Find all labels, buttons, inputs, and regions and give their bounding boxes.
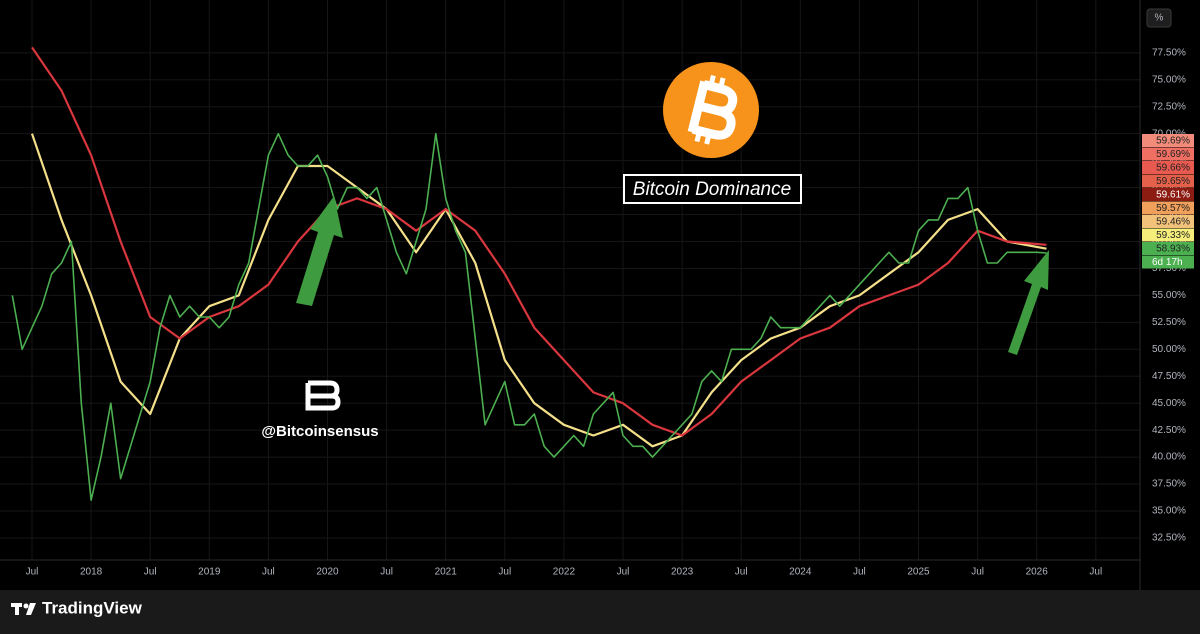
price-label: 59.65% bbox=[1156, 176, 1190, 187]
y-tick-label: 72.50% bbox=[1152, 101, 1186, 112]
y-tick-label: 67.50% bbox=[1152, 155, 1186, 166]
price-label-box bbox=[1142, 215, 1194, 228]
y-tick-label: 45.00% bbox=[1152, 398, 1186, 409]
price-label: 59.69% bbox=[1156, 136, 1190, 147]
scale-button[interactable] bbox=[1146, 8, 1172, 28]
price-label-box bbox=[1142, 201, 1194, 215]
scale-button-label[interactable]: % bbox=[1155, 13, 1164, 24]
y-tick-label: 57.50% bbox=[1152, 263, 1186, 274]
grid bbox=[0, 0, 1140, 560]
y-tick-label: 62.50% bbox=[1152, 209, 1186, 220]
countdown: 6d 17h bbox=[1152, 257, 1183, 268]
title-box bbox=[623, 174, 802, 204]
x-tick-label: Jul bbox=[144, 567, 157, 578]
price-label-box bbox=[1142, 134, 1194, 147]
x-tick-label: Jul bbox=[26, 567, 39, 578]
y-tick-label: 77.50% bbox=[1152, 47, 1186, 58]
brand: TradingView bbox=[42, 598, 143, 617]
y-tick-label: 47.50% bbox=[1152, 371, 1186, 382]
x-tick-label: Jul bbox=[853, 567, 866, 578]
y-tick-label: 55.00% bbox=[1152, 290, 1186, 301]
x-tick-label: 2025 bbox=[907, 567, 930, 578]
price-line bbox=[11, 132, 1047, 501]
price-label-box bbox=[1142, 188, 1194, 201]
x-tick-label: 2021 bbox=[435, 567, 458, 578]
price-label: 59.46% bbox=[1156, 217, 1190, 228]
price-label-box bbox=[1142, 242, 1194, 255]
y-tick-label: 37.50% bbox=[1152, 479, 1186, 490]
y-tick-label: 50.00% bbox=[1152, 344, 1186, 355]
ribbon-line bbox=[31, 46, 1047, 437]
y-tick-label: 35.00% bbox=[1152, 506, 1186, 517]
x-tick-label: 2020 bbox=[316, 567, 339, 578]
y-tick-label: 75.00% bbox=[1152, 74, 1186, 85]
price-label: 59.33% bbox=[1156, 230, 1190, 241]
watermark-logo bbox=[305, 380, 341, 411]
y-tick-label: 42.50% bbox=[1152, 425, 1186, 436]
chart-title: Bitcoin Dominance bbox=[633, 179, 791, 200]
price-label-box bbox=[1142, 228, 1194, 242]
price-label-box bbox=[1142, 161, 1194, 174]
x-tick-label: Jul bbox=[617, 567, 630, 578]
annotation-arrows bbox=[296, 196, 1049, 355]
price-label: 59.66% bbox=[1156, 163, 1190, 174]
price-label-box bbox=[1142, 147, 1194, 161]
price-series bbox=[11, 132, 1047, 501]
y-tick-label: 52.50% bbox=[1152, 317, 1186, 328]
y-tick-label: 60.00% bbox=[1152, 236, 1186, 247]
y-axis-panel bbox=[1140, 0, 1200, 590]
x-tick-label: Jul bbox=[735, 567, 748, 578]
bitcoin-logo bbox=[663, 62, 759, 158]
axes: 32.50% 35.00% 37.50% 40.00% 42.50% 45.00% 47.5… bbox=[26, 47, 1186, 577]
x-tick-label: 2018 bbox=[80, 567, 103, 578]
x-tick-label: 2024 bbox=[789, 567, 812, 578]
y-tick-label: 65.00% bbox=[1152, 182, 1186, 193]
price-labels: 59.69% 59.69% 59.66% 59.65% 59.61% 59.57% 59.4… bbox=[1142, 134, 1194, 269]
brand-logo bbox=[11, 603, 36, 615]
x-tick-label: Jul bbox=[1089, 567, 1102, 578]
y-tick-label: 70.00% bbox=[1152, 128, 1186, 139]
y-tick-label: 32.50% bbox=[1152, 533, 1186, 544]
price-label: 59.69% bbox=[1156, 149, 1190, 160]
x-tick-label: Jul bbox=[498, 567, 511, 578]
x-tick-label: 2022 bbox=[553, 567, 576, 578]
price-label: 58.93% bbox=[1156, 244, 1190, 255]
price-label: 59.61% bbox=[1156, 190, 1190, 201]
countdown-box bbox=[1142, 255, 1194, 269]
x-tick-label: Jul bbox=[380, 567, 393, 578]
price-label: 59.57% bbox=[1156, 203, 1190, 214]
footer bbox=[0, 590, 1200, 634]
y-tick-label: 40.00% bbox=[1152, 452, 1186, 463]
price-label-box bbox=[1142, 174, 1194, 188]
x-tick-label: Jul bbox=[971, 567, 984, 578]
x-tick-label: 2026 bbox=[1026, 567, 1049, 578]
x-tick-label: Jul bbox=[262, 567, 275, 578]
watermark: @Bitcoinsensus bbox=[261, 423, 378, 440]
x-tick-label: 2019 bbox=[198, 567, 221, 578]
x-tick-label: 2023 bbox=[671, 567, 694, 578]
